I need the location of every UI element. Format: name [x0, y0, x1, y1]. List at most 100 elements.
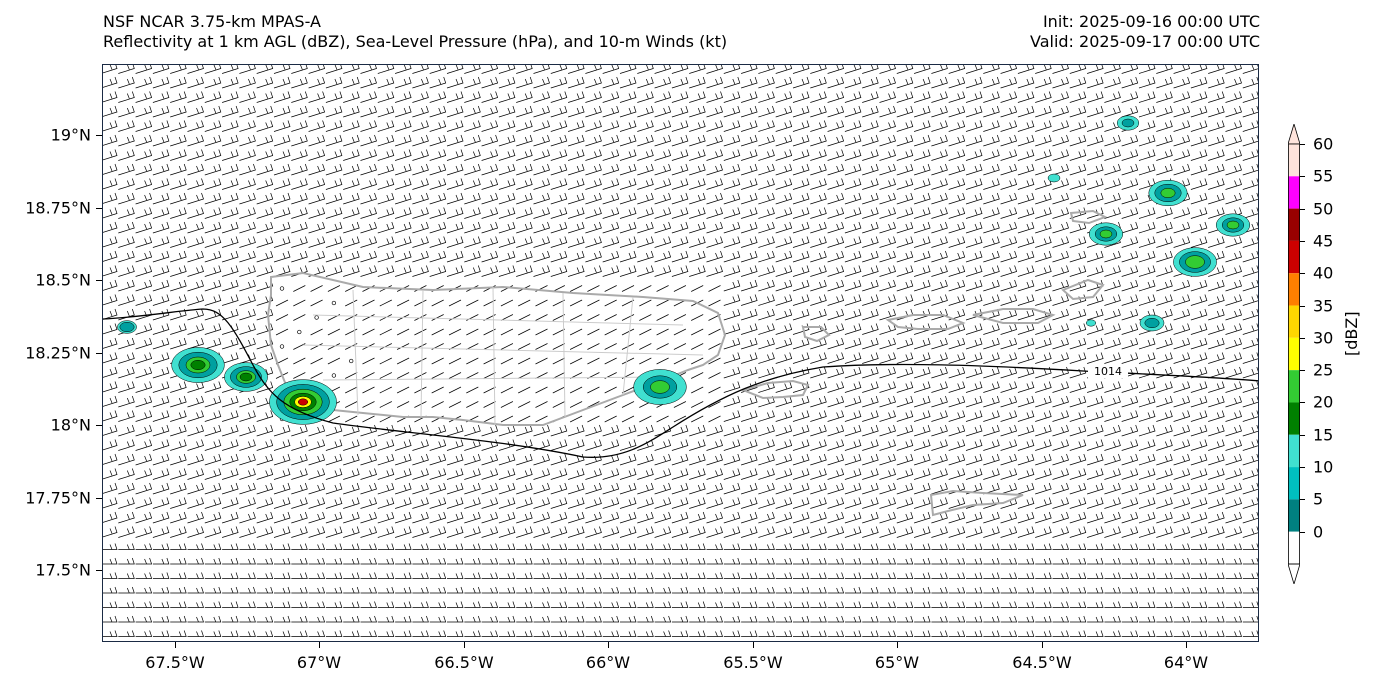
wind-barb [1052, 236, 1069, 248]
wind-barb [913, 439, 931, 451]
wind-barb [585, 76, 602, 89]
wind-barb [481, 149, 499, 161]
st-croix-coast [929, 489, 1024, 517]
wind-barb [567, 149, 585, 161]
wind-barb [1000, 439, 1018, 451]
wind-barb [377, 76, 395, 89]
wind-barb [585, 543, 602, 550]
wind-barb [931, 468, 948, 480]
wind-barb [793, 543, 810, 550]
wind-barb [879, 601, 896, 608]
wind-barb [275, 299, 289, 307]
wind-barb [394, 265, 412, 277]
wind-barb [1173, 323, 1191, 335]
wind-barb [118, 630, 135, 637]
wind-barb [931, 572, 948, 579]
wind-barb [1225, 65, 1242, 74]
wind-barb [879, 630, 896, 637]
reflectivity-contour [650, 380, 670, 394]
wind-barb [810, 105, 827, 118]
wind-barb [118, 279, 135, 292]
wind-barb [1242, 543, 1258, 550]
wind-barb [708, 386, 721, 394]
wind-barb [1000, 192, 1018, 205]
wind-barb [691, 285, 704, 292]
wind-barb [620, 586, 637, 594]
wind-barb [550, 482, 568, 495]
isobar-label: 1014 [1094, 365, 1122, 378]
wind-barb [983, 337, 1000, 350]
wind-barb [723, 615, 741, 623]
wind-barb [602, 630, 620, 637]
wind-barb [239, 91, 256, 103]
wind-barb [654, 178, 672, 190]
wind-barb [274, 615, 291, 623]
wind-barb [360, 630, 377, 637]
wind-barb [103, 410, 118, 422]
wind-barb [602, 221, 620, 234]
wind-barb [481, 163, 499, 176]
wind-barb [1035, 468, 1052, 480]
wind-barb [1069, 337, 1087, 350]
wind-barb [221, 526, 239, 538]
wind-barb [187, 511, 204, 524]
wind-barb [516, 572, 533, 579]
wind-barb [1139, 557, 1156, 565]
wind-barb [360, 526, 377, 538]
wind-barb [706, 105, 723, 118]
wind-barb [1225, 149, 1242, 161]
wind-barb [187, 381, 204, 393]
wind-barb [620, 601, 637, 608]
wind-barb [429, 221, 447, 234]
wind-barb [689, 120, 706, 132]
wind-barb [446, 453, 464, 466]
wind-barb [758, 630, 775, 637]
wind-barb [360, 586, 377, 594]
wind-barb [308, 424, 326, 437]
wind-barb [879, 323, 896, 335]
wind-barb [152, 439, 170, 451]
wind-barb [308, 615, 326, 623]
wind-barb [671, 511, 689, 524]
wind-barb [187, 236, 204, 248]
wind-barb [965, 381, 983, 393]
wind-barb [656, 285, 669, 292]
wind-barb [1035, 221, 1052, 234]
wind-barb [775, 105, 793, 118]
wind-barb [948, 511, 966, 524]
wind-barb [1069, 65, 1087, 74]
wind-barb [135, 65, 153, 74]
wind-barb [689, 134, 706, 147]
wind-barb [1000, 323, 1018, 335]
wind-barb [827, 497, 845, 509]
wind-barb [708, 372, 721, 379]
wind-barb [706, 557, 723, 565]
wind-barb [567, 134, 585, 147]
wind-barb [948, 395, 966, 408]
wind-barb [256, 221, 274, 234]
wind-barb [1173, 236, 1191, 248]
wind-barb [1104, 586, 1121, 594]
wind-barb [862, 424, 879, 437]
wind-barb [1156, 395, 1173, 408]
wind-barb [103, 381, 118, 393]
wind-barb [775, 120, 793, 132]
wind-barb [429, 65, 447, 74]
wind-barb [775, 468, 793, 480]
wind-barb [325, 497, 343, 509]
wind-barb [170, 586, 187, 594]
lon-label: 65.5°W [723, 653, 783, 672]
wind-barb [654, 511, 672, 524]
wind-barb [913, 65, 931, 74]
wind-barb [965, 526, 983, 538]
wind-barb [723, 439, 741, 451]
wind-barb [291, 586, 308, 594]
wind-barb [343, 439, 360, 451]
wind-barb [239, 178, 256, 190]
wind-barb [948, 149, 966, 161]
wind-barb [1242, 586, 1258, 594]
wind-barb [291, 615, 308, 623]
wind-barb [481, 586, 499, 594]
wind-barb [1138, 265, 1156, 277]
lon-tick [897, 642, 898, 648]
